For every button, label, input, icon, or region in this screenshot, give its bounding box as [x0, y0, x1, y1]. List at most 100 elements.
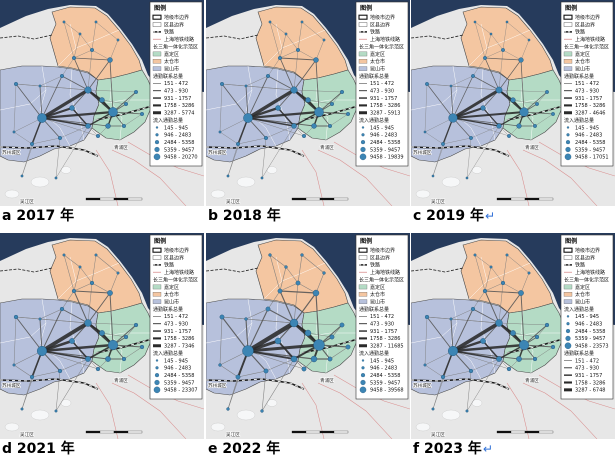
map-label-suzhou: 苏州城区	[413, 382, 432, 389]
commute-flow-line	[466, 125, 500, 179]
commute-flow-line	[39, 308, 63, 320]
county-boundary	[468, 29, 531, 67]
legend-label-flow-bin: 3287 - 7346	[164, 344, 194, 350]
legend-label-flow-bin: 931 - 1757	[370, 329, 397, 335]
legend-swatch-node	[565, 329, 571, 334]
inflow-node	[449, 317, 453, 321]
commute-flow-line	[91, 254, 97, 284]
map-panel-a: 苏州城区 吴江区 青浦区 图例 地级市边界 区县边界 铁路 上海地铁线路 长三角一体化示范区 嘉定…	[0, 0, 204, 226]
legend-title: 图例	[565, 237, 577, 245]
commute-flow-line	[506, 21, 530, 41]
legend-swatch-jiading	[152, 51, 162, 57]
map-panel-e: 苏州城区 吴江区 青浦区 图例 地级市边界 区县边界 铁路 上海地铁线路 长三角一体化示范区 嘉定…	[206, 233, 410, 459]
commute-flow-line	[73, 57, 111, 61]
commute-flow-line	[450, 318, 500, 324]
commute-flow-line	[73, 290, 111, 294]
commute-flow-line	[301, 254, 325, 274]
legend-label-kunshan: 昆山市	[164, 65, 179, 72]
commute-flow-line	[520, 59, 525, 113]
inflow-node	[516, 356, 522, 362]
legend-swatch-city-boundary	[358, 247, 368, 253]
commute-flow-line	[109, 292, 114, 346]
legend-swatch-node	[154, 140, 160, 145]
commute-flow-line	[265, 125, 295, 139]
legend-label-node-bin: 9458 - 20270	[164, 155, 198, 161]
scale-bar-segment	[127, 430, 143, 434]
legend: 图例地级市边界区县边界铁路上海地铁线路长三角一体化示范区嘉定区太仓市昆山市通勤联…	[149, 234, 203, 400]
county-boundary	[468, 262, 531, 300]
legend-swatch-node	[565, 146, 571, 153]
scale-bar-segment	[291, 430, 307, 434]
legend-label-node-bin: 5359 - 9457	[164, 380, 194, 386]
inflow-node	[29, 374, 35, 380]
legend-label-flow-bin: 3287 - 6748	[575, 388, 605, 394]
map-label-qingpu: 青浦区	[114, 377, 128, 384]
scale-bar-segment	[113, 430, 129, 434]
legend-label-node-bin: 9458 - 19839	[370, 155, 404, 161]
legend-label-metro: 上海地铁线路	[370, 36, 400, 43]
inflow-node	[99, 330, 105, 336]
commute-flow-line	[63, 21, 81, 35]
legend-swatch-node	[360, 146, 366, 153]
railway-line-dash	[206, 378, 305, 390]
legend-label-flow-bin: 151 - 472	[575, 81, 599, 87]
legend-swatch-kunshan	[152, 66, 162, 71]
legend-label-jiading: 嘉定区	[370, 51, 385, 58]
legend-box	[355, 234, 409, 400]
inflow-node	[219, 81, 224, 86]
inflow-node	[310, 355, 318, 363]
map-label-wujiang: 吴江区	[20, 431, 34, 438]
inflow-node	[518, 290, 524, 296]
metro-line	[95, 149, 119, 206]
inflow-node	[425, 82, 429, 86]
commute-flow-line	[293, 282, 299, 324]
inflow-node	[545, 90, 549, 94]
commute-flow-line	[267, 290, 281, 310]
inflow-node	[277, 288, 283, 294]
commute-flow-line	[472, 290, 486, 310]
commute-flow-line	[63, 254, 81, 268]
legend-label-flow-bin: 151 - 472	[164, 314, 188, 320]
legend-label-node-title: 流入通勤总量	[153, 117, 183, 124]
jiading-region	[297, 69, 360, 141]
legend-label-railway: 铁路	[164, 29, 174, 36]
lake	[441, 176, 461, 188]
commute-flow-line	[73, 290, 89, 324]
legend-swatch-node	[154, 146, 160, 153]
legend-swatch-node	[361, 359, 365, 362]
inflow-node	[244, 84, 248, 88]
commute-flow-line	[301, 21, 325, 41]
commute-flow-line	[474, 254, 492, 268]
commute-flow-line	[87, 292, 111, 324]
commute-flow-line	[498, 292, 522, 324]
commute-flow-line	[87, 59, 111, 91]
commute-flow-line	[426, 83, 454, 119]
commute-flow-line	[484, 266, 492, 292]
commute-flow-line	[484, 290, 500, 324]
panel-caption: e 2022 年	[208, 441, 280, 458]
commute-flow-line	[245, 308, 269, 320]
commute-flow-line	[279, 290, 317, 294]
legend-label-city-boundary: 地级市边界	[370, 14, 395, 21]
lake	[210, 422, 226, 432]
legend-label-node-bin: 946 - 2483	[575, 133, 602, 139]
commute-flow-line	[219, 131, 239, 145]
inflow-node	[449, 84, 453, 88]
inflow-node	[69, 338, 75, 344]
legend-label-flow-bin: 1758 - 3286	[575, 103, 605, 109]
legend-swatch-county-boundary	[152, 22, 162, 27]
commute-flow-line	[523, 91, 548, 113]
legend-label-jiading: 嘉定区	[575, 284, 590, 291]
panel-caption: c 2019 年↵	[413, 208, 495, 225]
commute-flow-line	[452, 75, 474, 119]
commute-flow-line	[247, 117, 305, 137]
legend-label-jiading: 嘉定区	[164, 51, 179, 58]
commute-flow-line	[293, 292, 317, 324]
commute-flow-line	[59, 358, 89, 372]
commute-flow-line	[329, 113, 349, 127]
commute-flow-line	[269, 21, 287, 35]
legend-label-node-bin: 946 - 2483	[575, 322, 602, 328]
legend-label-railway: 铁路	[575, 262, 585, 269]
commute-flow-line	[41, 350, 89, 360]
commute-flow-line	[247, 117, 295, 127]
